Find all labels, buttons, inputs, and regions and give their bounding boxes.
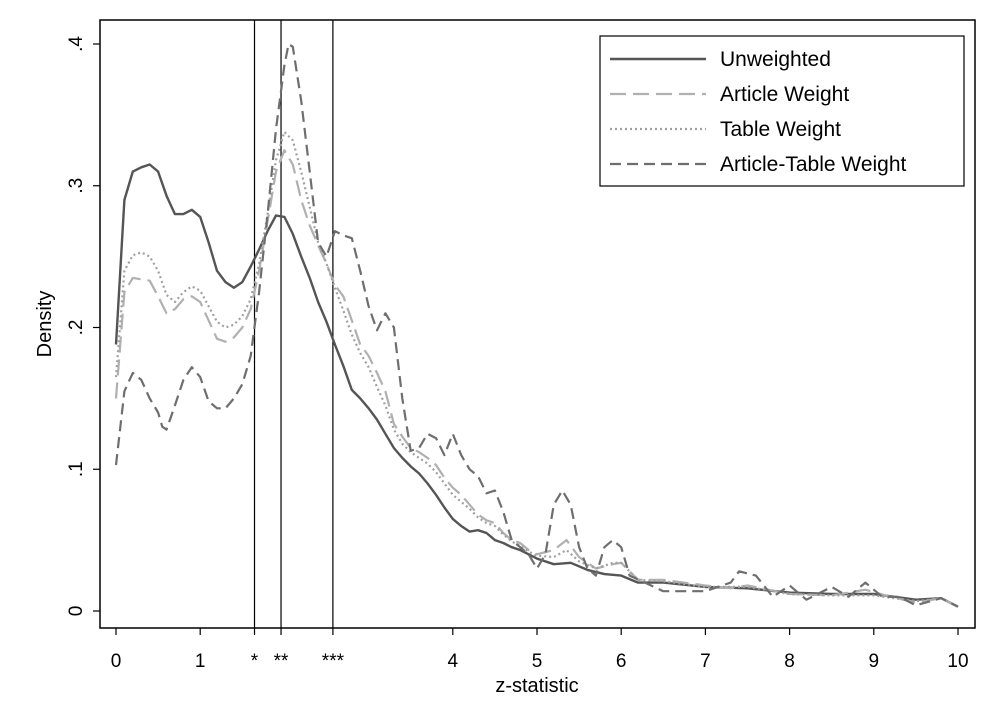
y-tick-label: .4: [66, 36, 87, 52]
x-tick-label: 0: [111, 651, 122, 672]
series-layer: [114, 42, 959, 608]
y-tick-label: .3: [66, 178, 87, 194]
legend-label: Table Weight: [720, 118, 841, 141]
x-tick-label: ***: [322, 651, 345, 672]
x-tick-label: 6: [616, 651, 627, 672]
x-axis-title: z-statistic: [495, 675, 578, 697]
x-tick-label: 5: [532, 651, 543, 672]
series-line: [114, 163, 959, 608]
legend-box: [599, 35, 965, 187]
x-tick-label: *: [251, 651, 259, 672]
series-line: [114, 42, 959, 608]
legend: Unweighted Article Weight Table Weight Arti…: [599, 35, 965, 187]
legend-label: Unweighted: [720, 48, 831, 71]
x-tick-label: 9: [869, 651, 880, 672]
x-tick-label: 1: [195, 651, 206, 672]
x-tick-label: 4: [448, 651, 459, 672]
y-axis-title: Density: [34, 291, 56, 358]
y-tick-label: .2: [66, 320, 87, 336]
y-axis: 0 .1 .2 .3 .4: [66, 36, 100, 617]
x-tick-label: 8: [784, 651, 795, 672]
x-axis: 0 1 * ** *** 4 5 6 7 8 9 10: [111, 628, 969, 672]
x-tick-label: 10: [947, 651, 968, 672]
legend-label: Article Weight: [720, 83, 849, 106]
x-tick-label: **: [274, 651, 289, 672]
x-tick-label: 7: [700, 651, 711, 672]
y-tick-label: .1: [66, 461, 87, 477]
y-tick-label: 0: [66, 606, 87, 617]
legend-label: Article-Table Weight: [720, 153, 907, 176]
series-line: [114, 130, 959, 608]
